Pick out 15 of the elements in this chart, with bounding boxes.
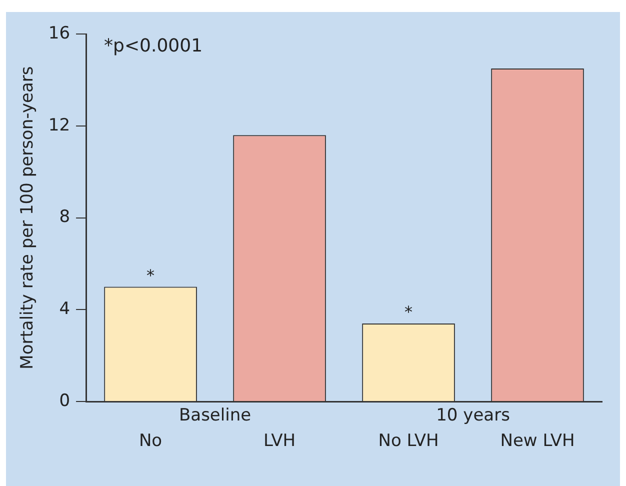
annotation: *p<0.0001 [104, 36, 203, 57]
y-tick-label: 4 [59, 299, 70, 320]
y-axis-title: Mortality rate per 100 person-years [18, 66, 38, 370]
data-label: * [404, 302, 413, 322]
text: 10 years [436, 406, 510, 426]
text: Baseline [178, 406, 252, 426]
x-tick-label: New LVH [500, 431, 575, 452]
data-label: * [146, 266, 155, 285]
y-tick-label: 8 [59, 207, 70, 228]
x-tick-label: LVH [264, 431, 296, 452]
y-tick-label: 12 [48, 115, 70, 136]
x-tick-label: No LVH [378, 431, 439, 452]
y-tick-label: 16 [48, 23, 70, 44]
x-tick-label: No [138, 431, 162, 452]
y-tick-label: 0 [59, 391, 70, 412]
